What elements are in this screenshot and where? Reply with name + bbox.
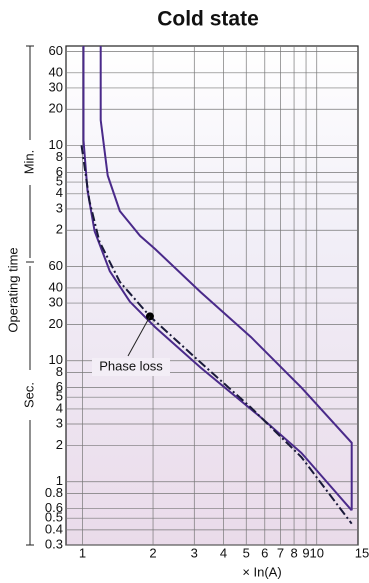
y-tick-label: 6: [56, 379, 63, 394]
y-tick-label: 60: [49, 258, 63, 273]
y-tick-label: 30: [49, 294, 63, 309]
y-tick-label: 2: [56, 222, 63, 237]
y-tick-label: 8: [56, 364, 63, 379]
y-section-label: Min.: [21, 150, 36, 175]
y-tick-label: 30: [49, 79, 63, 94]
curve: [99, 46, 353, 511]
y-tick-label: 0.8: [45, 485, 63, 500]
x-tick-label: 3: [191, 545, 198, 560]
y-tick-label: 0.4: [45, 521, 63, 536]
y-tick-label: 0.3: [45, 536, 63, 551]
plot-area: [65, 45, 359, 546]
x-tick-label: 10: [310, 545, 324, 560]
y-tick-label: 0.6: [45, 500, 63, 515]
x-tick-label: 15: [355, 545, 369, 560]
x-tick-label: 9: [302, 545, 309, 560]
x-tick-label: 7: [277, 545, 284, 560]
annotation-leader: [127, 316, 151, 357]
y-tick-label: 20: [49, 101, 63, 116]
x-tick-label: 5: [243, 545, 250, 560]
annotation-bg: [92, 358, 170, 376]
y-tick-label: 10: [49, 352, 63, 367]
y-tick-label: 3: [56, 415, 63, 430]
y-section-label: Sec.: [21, 382, 36, 408]
y-tick-label: 1: [56, 473, 63, 488]
y-tick-label: 8: [56, 149, 63, 164]
y-tick-label: 6: [56, 164, 63, 179]
x-tick-label: 6: [261, 545, 268, 560]
y-tick-label: 2: [56, 437, 63, 452]
y-tick-label: 0.5: [45, 510, 63, 525]
y-tick-label: 40: [49, 279, 63, 294]
x-axis-label: × In(A): [242, 564, 281, 579]
y-tick-label: 60: [49, 43, 63, 58]
y-tick-label: 40: [49, 64, 63, 79]
x-tick-label: 4: [220, 545, 227, 560]
y-tick-label: 10: [49, 137, 63, 152]
y-tick-label: 3: [56, 200, 63, 215]
y-tick-label: 20: [49, 316, 63, 331]
y-tick-label: 4: [56, 185, 63, 200]
y-tick-label: 4: [56, 400, 63, 415]
x-tick-label: 2: [149, 545, 156, 560]
y-tick-label: 5: [56, 389, 63, 404]
y-axis-label: Operating time: [5, 247, 20, 332]
x-tick-label: 8: [290, 545, 297, 560]
y-tick-label: 5: [56, 174, 63, 189]
chart-title: Cold state: [157, 8, 259, 31]
x-tick-label: 1: [79, 545, 86, 560]
annotation-label: Phase loss: [99, 358, 163, 373]
